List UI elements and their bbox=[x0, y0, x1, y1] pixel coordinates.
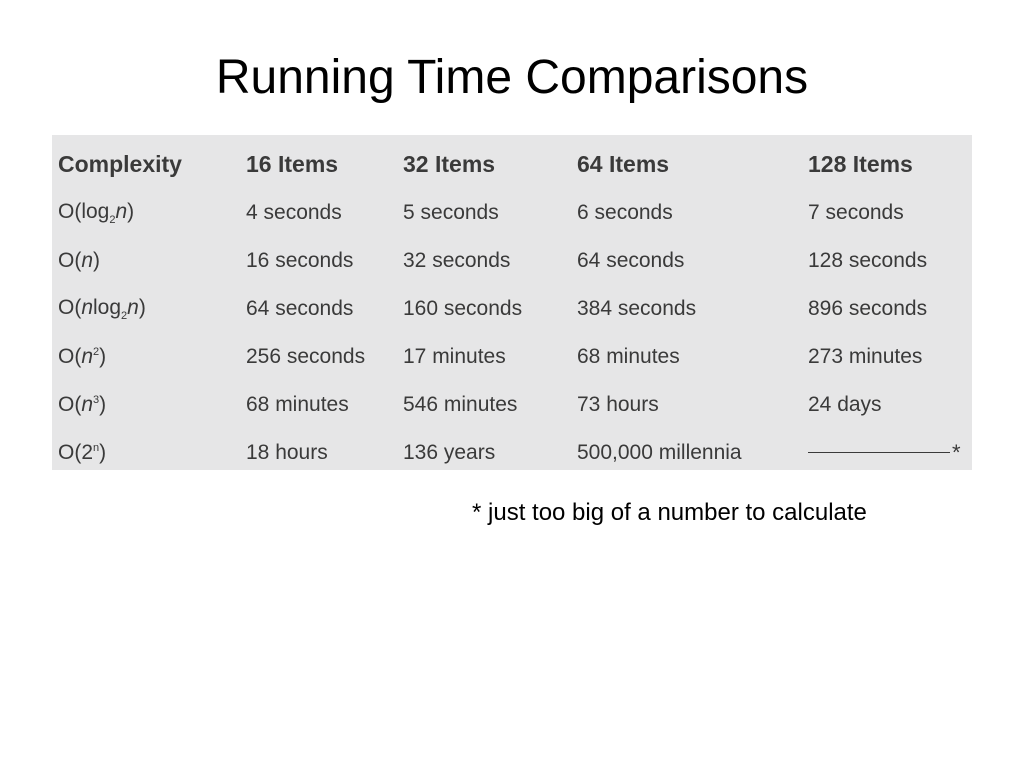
complexity-variable: n bbox=[127, 295, 139, 319]
complexity-variable: n bbox=[81, 249, 94, 272]
table-cell: 68 minutes bbox=[577, 345, 680, 368]
table-cell: 256 seconds bbox=[246, 345, 366, 368]
table-cell: 384 seconds bbox=[577, 297, 697, 320]
table-row: O(log2n) 4 seconds 5 seconds 6 seconds 7… bbox=[52, 189, 972, 237]
complexity-text: ) bbox=[99, 345, 107, 368]
complexity-cell: O(log2n) bbox=[52, 189, 240, 237]
table-cell: 160 seconds bbox=[403, 297, 523, 320]
table-row: O(2n) 18 hours 136 years 500,000 millenn… bbox=[52, 429, 972, 477]
complexity-superscript: 2 bbox=[93, 346, 100, 358]
slide-title: Running Time Comparisons bbox=[215, 51, 809, 104]
complexity-text: ) bbox=[99, 441, 107, 464]
complexity-text: O( bbox=[58, 345, 82, 368]
complexity-text: O(2 bbox=[58, 441, 94, 464]
incalculable-cell: * bbox=[802, 429, 972, 477]
table-cell: 896 seconds bbox=[808, 297, 928, 320]
complexity-text: ) bbox=[99, 393, 107, 416]
table-row: O(n) 16 seconds 32 seconds 64 seconds 12… bbox=[52, 237, 972, 285]
complexity-cell: O(nlog2n) bbox=[52, 285, 240, 333]
header-16-items: 16 Items bbox=[246, 150, 339, 177]
table-cell: 4 seconds bbox=[246, 201, 342, 224]
table-cell: 500,000 millennia bbox=[577, 441, 742, 464]
complexity-text: ) bbox=[138, 295, 146, 319]
table-cell: 546 minutes bbox=[403, 393, 518, 416]
complexity-variable: n bbox=[81, 393, 94, 416]
footnote: * just too big of a number to calculate bbox=[472, 499, 867, 526]
complexity-cell: O(n3) bbox=[52, 381, 240, 429]
running-time-table: Complexity 16 Items 32 Items 64 Items 12… bbox=[52, 135, 972, 477]
complexity-variable: n bbox=[81, 295, 94, 319]
complexity-variable: n bbox=[81, 345, 94, 368]
header-128-items: 128 Items bbox=[808, 150, 913, 177]
table-cell: 32 seconds bbox=[403, 249, 511, 272]
complexity-variable: n bbox=[115, 199, 128, 223]
table-cell: 73 hours bbox=[577, 393, 659, 416]
complexity-text: O( bbox=[58, 295, 82, 319]
table-cell: 64 seconds bbox=[246, 297, 354, 320]
table-cell: 64 seconds bbox=[577, 249, 685, 272]
complexity-text: O( bbox=[58, 249, 82, 272]
complexity-superscript: 3 bbox=[93, 394, 100, 406]
table-row: O(n2) 256 seconds 17 minutes 68 minutes … bbox=[52, 333, 972, 381]
footnote-marker: * bbox=[952, 440, 961, 465]
header-complexity: Complexity bbox=[58, 150, 182, 177]
header-64-items: 64 Items bbox=[577, 150, 670, 177]
table-cell: 273 minutes bbox=[808, 345, 923, 368]
table-cell: 7 seconds bbox=[808, 201, 904, 224]
table-cell: 16 seconds bbox=[246, 249, 354, 272]
header-row: Complexity 16 Items 32 Items 64 Items 12… bbox=[52, 135, 972, 189]
running-time-table-panel: Complexity 16 Items 32 Items 64 Items 12… bbox=[52, 135, 972, 470]
complexity-cell: O(n2) bbox=[52, 333, 240, 381]
table-cell: 128 seconds bbox=[808, 249, 928, 272]
table-cell: 17 minutes bbox=[403, 345, 506, 368]
complexity-superscript: n bbox=[93, 442, 100, 454]
table-cell: 24 days bbox=[808, 393, 882, 416]
header-32-items: 32 Items bbox=[403, 150, 496, 177]
complexity-text: O(log bbox=[58, 199, 110, 223]
table-cell: 5 seconds bbox=[403, 201, 499, 224]
complexity-text: O( bbox=[58, 393, 82, 416]
complexity-subscript: 2 bbox=[121, 310, 128, 323]
complexity-text: ) bbox=[93, 249, 101, 272]
table-row: O(n3) 68 minutes 546 minutes 73 hours 24… bbox=[52, 381, 972, 429]
incalculable-dash bbox=[808, 451, 950, 453]
table-cell: 136 years bbox=[403, 441, 496, 464]
table-cell: 68 minutes bbox=[246, 393, 349, 416]
complexity-cell: O(n) bbox=[52, 237, 240, 285]
table-cell: 6 seconds bbox=[577, 201, 673, 224]
complexity-text: ) bbox=[127, 199, 135, 223]
complexity-subscript: 2 bbox=[109, 214, 116, 227]
complexity-cell: O(2n) bbox=[52, 429, 240, 477]
table-cell: 18 hours bbox=[246, 441, 328, 464]
table-row: O(nlog2n) 64 seconds 160 seconds 384 sec… bbox=[52, 285, 972, 333]
complexity-text: log bbox=[93, 295, 122, 319]
